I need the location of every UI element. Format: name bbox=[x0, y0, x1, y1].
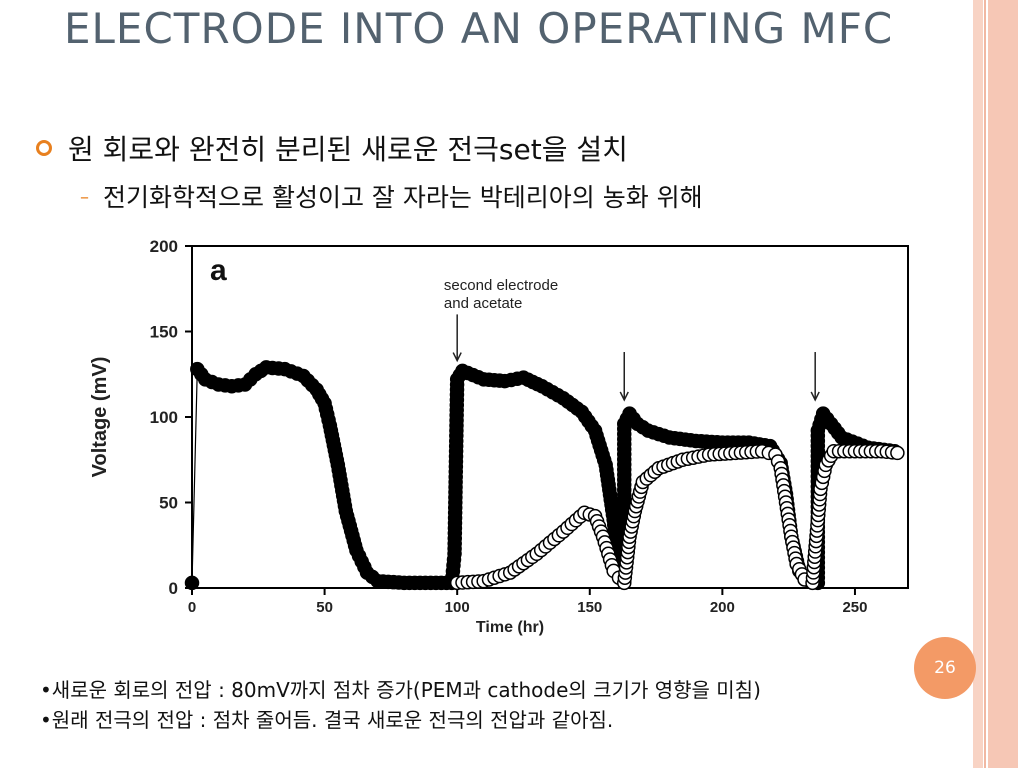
y-tick-label: 200 bbox=[150, 237, 178, 256]
arrow-head bbox=[810, 391, 820, 402]
bullet-circle-icon bbox=[36, 140, 52, 156]
y-tick-label: 150 bbox=[150, 323, 178, 342]
y-tick-label: 100 bbox=[150, 408, 178, 427]
slide-title: ELECTRODE INTO AN OPERATING MFC bbox=[64, 4, 894, 53]
sub-bullet-text: 전기화학적으로 활성이고 잘 자라는 박테리아의 농화 위해 bbox=[103, 183, 703, 212]
bullet-text: 원 회로와 완전히 분리된 새로운 전극set을 설치 bbox=[68, 133, 628, 166]
note-line-2: •원래 전극의 전압 : 점차 줄어듬. 결국 새로운 전극의 전압과 같아짐. bbox=[40, 708, 614, 732]
y-tick-label: 50 bbox=[159, 494, 178, 513]
x-tick-label: 200 bbox=[710, 599, 735, 616]
y-tick-label: 0 bbox=[169, 579, 178, 598]
x-tick-label: 150 bbox=[577, 599, 602, 616]
arrow-head bbox=[619, 391, 629, 402]
x-tick-label: 0 bbox=[188, 599, 196, 616]
page-number-badge: 26 bbox=[914, 637, 976, 699]
decorative-stripe-line bbox=[984, 0, 986, 768]
annotation-line: and acetate bbox=[444, 295, 522, 312]
decorative-stripe bbox=[973, 0, 983, 768]
note-line-1: •새로운 회로의 전압 : 80mV까지 점차 증가(PEM과 cathode의… bbox=[40, 678, 761, 702]
sub-bullet-item: – 전기화학적으로 활성이고 잘 자라는 박테리아의 농화 위해 bbox=[80, 178, 703, 214]
x-tick-label: 50 bbox=[316, 599, 333, 616]
x-tick-label: 250 bbox=[842, 599, 867, 616]
arrow-head bbox=[452, 352, 462, 363]
x-tick-label: 100 bbox=[445, 599, 470, 616]
x-axis-label: Time (hr) bbox=[476, 619, 544, 636]
panel-label: a bbox=[210, 254, 227, 287]
data-point-open bbox=[890, 445, 905, 461]
bullet-item: 원 회로와 완전히 분리된 새로운 전극set을 설치 bbox=[36, 128, 628, 168]
annotation-text: second electrode and acetate bbox=[444, 277, 558, 312]
jump-line bbox=[191, 369, 198, 583]
voltage-chart: 0 50 100 150 200 0 50 100 150 200 250 Time (hr) Volt… bbox=[89, 237, 909, 636]
decorative-stripe-right bbox=[988, 0, 1018, 768]
y-axis-label: Voltage (mV) bbox=[89, 357, 111, 478]
annotation-line: second electrode bbox=[444, 277, 558, 294]
dash-icon: – bbox=[80, 187, 89, 208]
